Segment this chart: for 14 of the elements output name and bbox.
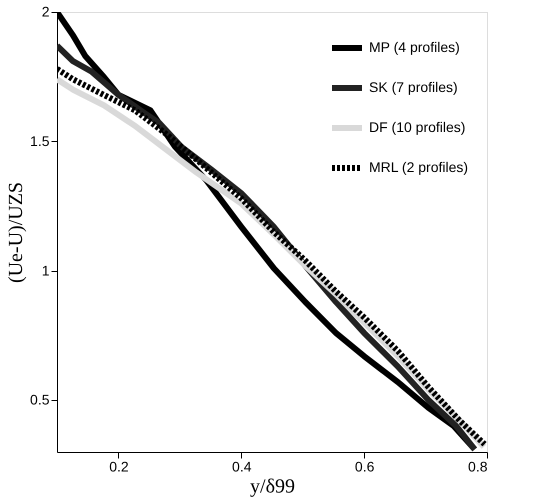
legend-label: DF (10 profiles) [369,119,466,135]
x-tick-label: 0.8 [468,458,488,474]
legend-label: MRL (2 profiles) [369,159,468,175]
legend-label: MP (4 profiles) [369,39,460,55]
legend-label: SK (7 profiles) [369,79,458,95]
x-axis-title: y/δ99 [250,476,295,498]
x-tick-label: 0.4 [232,458,252,474]
y-tick-label: 1 [42,262,50,278]
y-tick-label: 2 [42,4,50,20]
x-tick-label: 0.2 [109,458,129,474]
y-axis-title: (Ue-U)/UZS [5,182,28,284]
y-tick-label: 0.5 [30,392,50,408]
x-tick-label: 0.6 [354,458,375,474]
y-tick-label: 1.5 [30,132,50,149]
